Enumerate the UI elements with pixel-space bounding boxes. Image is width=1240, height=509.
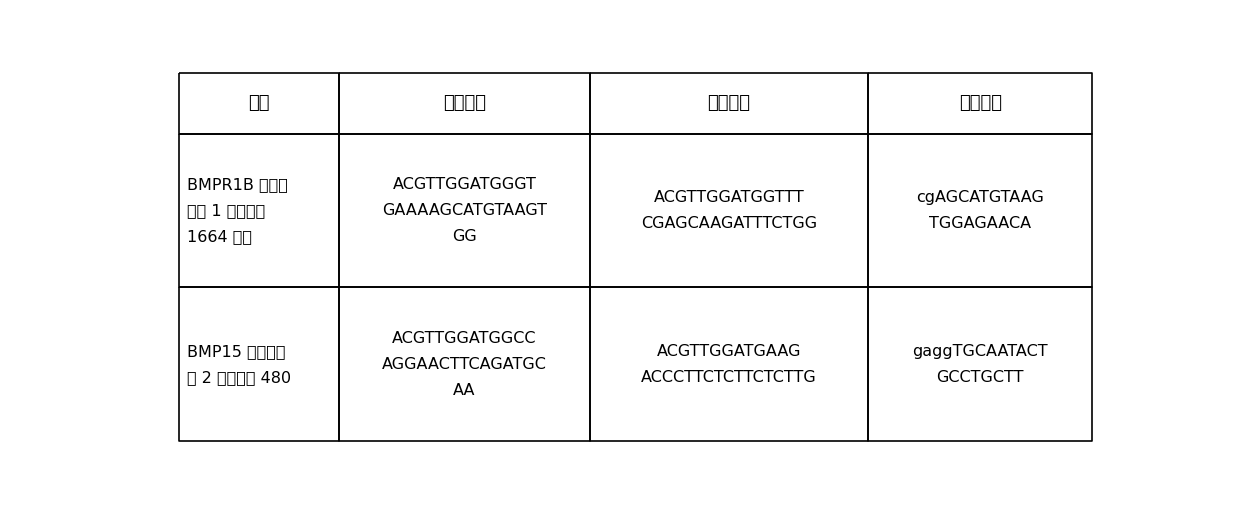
Text: BMPR1B 基因序
列第 1 内含子第
1664 位点: BMPR1B 基因序 列第 1 内含子第 1664 位点 [187,177,288,244]
Text: 正向引物: 正向引物 [443,94,486,112]
Text: 反向引物: 反向引物 [708,94,750,112]
Text: 位点: 位点 [248,94,269,112]
Text: ACGTTGGATGAAG
ACCCTTCTCTTCTCTTG: ACGTTGGATGAAG ACCCTTCTCTTCTCTTG [641,344,817,385]
Text: cgAGCATGTAAG
TGGAGAACA: cgAGCATGTAAG TGGAGAACA [916,190,1044,231]
Text: BMP15 基因序列
第 2 外显子第 480: BMP15 基因序列 第 2 外显子第 480 [187,344,291,385]
Text: ACGTTGGATGGTTT
CGAGCAAGATTTCTGG: ACGTTGGATGGTTT CGAGCAAGATTTCTGG [641,190,817,231]
Text: gaggTGCAATACT
GCCTGCTT: gaggTGCAATACT GCCTGCTT [913,344,1048,385]
Text: ACGTTGGATGGGT
GAAAAGCATGTAAGT
GG: ACGTTGGATGGGT GAAAAGCATGTAAGT GG [382,177,547,244]
Text: ACGTTGGATGGCC
AGGAACTTCAGATGC
AA: ACGTTGGATGGCC AGGAACTTCAGATGC AA [382,331,547,398]
Text: 延伸引物: 延伸引物 [959,94,1002,112]
